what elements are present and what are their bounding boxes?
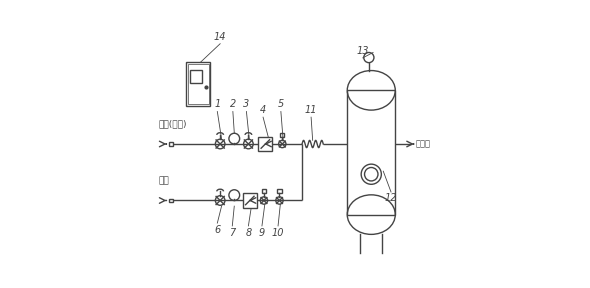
- Text: 6: 6: [214, 225, 221, 235]
- Text: 12: 12: [385, 193, 397, 203]
- Bar: [277, 190, 281, 193]
- Text: 安馈点: 安馈点: [415, 139, 431, 149]
- Text: 13: 13: [356, 46, 369, 56]
- Bar: [186, 62, 210, 106]
- Text: 7: 7: [229, 228, 235, 238]
- Bar: [169, 142, 173, 146]
- Text: 2: 2: [230, 99, 236, 109]
- Bar: [190, 70, 202, 83]
- Text: 1: 1: [214, 99, 221, 109]
- Text: 10: 10: [272, 228, 284, 238]
- Text: 氯气: 氯气: [159, 176, 169, 185]
- Bar: [262, 190, 266, 193]
- Text: 14: 14: [214, 32, 227, 42]
- Text: 11: 11: [305, 105, 317, 115]
- Bar: [348, 90, 395, 215]
- Bar: [280, 133, 284, 137]
- Bar: [242, 194, 257, 208]
- Text: 3: 3: [243, 99, 250, 109]
- Text: 9: 9: [259, 228, 265, 238]
- Bar: [258, 137, 273, 151]
- Bar: [169, 198, 173, 202]
- Text: 8: 8: [245, 228, 251, 238]
- Text: 5: 5: [278, 99, 284, 109]
- Text: 氮气(氩气): 氮气(氩气): [159, 120, 187, 128]
- Bar: [188, 64, 209, 104]
- Text: 4: 4: [260, 105, 266, 115]
